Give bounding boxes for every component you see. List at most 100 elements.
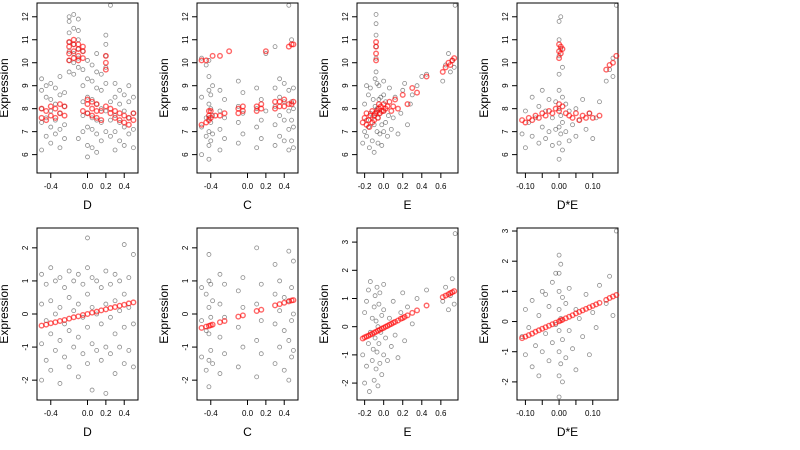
observed-point	[217, 334, 223, 340]
x-tick-label: 0.00	[551, 409, 567, 418]
observed-point	[131, 126, 136, 132]
observed-point	[286, 87, 292, 93]
observed-point	[286, 147, 292, 153]
fitted-point	[207, 114, 214, 121]
observed-point	[374, 284, 380, 290]
observed-point	[85, 235, 90, 241]
observed-point	[556, 288, 562, 294]
observed-point	[376, 83, 382, 89]
observed-point	[529, 364, 535, 370]
fitted-point	[239, 312, 246, 319]
fitted-point	[102, 52, 109, 59]
y-tick-label: -1	[21, 343, 30, 351]
plot-frame	[516, 2, 619, 174]
y-axis-title: Expression	[0, 58, 11, 117]
observed-point	[89, 341, 95, 347]
fitted-point	[66, 50, 73, 57]
fitted-point	[285, 101, 292, 108]
observed-points	[39, 2, 136, 160]
observed-point	[75, 136, 81, 141]
observed-point	[240, 344, 246, 350]
fitted-point	[52, 105, 59, 112]
observed-point	[43, 281, 49, 287]
fitted-point	[394, 105, 401, 112]
observed-point	[452, 231, 458, 237]
observed-point	[199, 124, 204, 130]
fitted-point	[290, 98, 297, 105]
observed-point	[272, 361, 278, 367]
observed-point	[272, 291, 278, 297]
fitted-point	[130, 299, 137, 306]
observed-point	[112, 271, 118, 277]
observed-point	[374, 349, 380, 355]
observed-point	[546, 304, 552, 309]
observed-point	[291, 85, 296, 91]
observed-point	[556, 349, 562, 355]
observed-point	[66, 295, 72, 300]
observed-point	[373, 32, 379, 38]
observed-point	[543, 136, 549, 141]
observed-point	[379, 143, 385, 148]
observed-point	[94, 149, 100, 155]
fitted-point	[290, 41, 297, 48]
y-axis-title: Expression	[477, 284, 491, 343]
observed-point	[364, 83, 369, 89]
x-tick-label: 0.0	[242, 409, 254, 418]
observed-point	[556, 124, 562, 130]
observed-point	[366, 389, 372, 394]
fitted-points	[38, 299, 137, 329]
fitted-point	[112, 107, 119, 114]
observed-point	[98, 357, 104, 363]
observed-point	[57, 338, 63, 343]
fitted-point	[43, 117, 50, 124]
observed-point	[402, 81, 408, 86]
y-axis-title: Expression	[477, 58, 491, 117]
observed-point	[563, 355, 569, 361]
observed-point	[366, 287, 371, 293]
fitted-point	[235, 105, 242, 112]
observed-point	[607, 273, 612, 279]
x-axis-title: C	[243, 425, 252, 439]
observed-point	[199, 94, 204, 100]
observed-point	[373, 366, 379, 372]
observed-point	[75, 271, 81, 277]
y-tick-label: -1	[181, 343, 190, 351]
observed-point	[451, 301, 457, 307]
x-tick-label: 0.00	[551, 182, 567, 191]
observed-point	[235, 78, 241, 84]
fitted-point	[79, 107, 86, 114]
observed-point	[610, 74, 616, 79]
observed-point	[272, 321, 278, 327]
observed-point	[258, 117, 264, 123]
observed-point	[381, 352, 387, 358]
observed-point	[217, 108, 223, 114]
observed-point	[89, 126, 95, 132]
y-tick-label: 11	[21, 35, 30, 44]
observed-points	[360, 2, 458, 155]
observed-point	[392, 94, 398, 100]
plot-frame	[36, 227, 139, 401]
fitted-point	[522, 119, 529, 126]
observed-point	[126, 275, 132, 281]
observed-point	[597, 99, 602, 105]
fitted-point	[559, 103, 566, 110]
observed-point	[281, 117, 287, 123]
y-tick-label: 12	[341, 12, 350, 21]
observed-point	[381, 129, 387, 135]
observed-point	[217, 301, 223, 307]
observed-point	[272, 143, 278, 148]
observed-point	[556, 270, 562, 276]
observed-point	[126, 131, 132, 137]
observed-point	[286, 338, 292, 343]
observed-point	[388, 344, 394, 349]
observed-point	[48, 140, 54, 146]
observed-point	[286, 2, 292, 8]
observed-point	[556, 18, 562, 24]
observed-point	[121, 92, 127, 98]
observed-point	[376, 341, 382, 347]
observed-point	[43, 94, 49, 100]
observed-point	[529, 94, 535, 100]
observed-point	[52, 85, 58, 91]
fitted-point	[102, 59, 109, 66]
